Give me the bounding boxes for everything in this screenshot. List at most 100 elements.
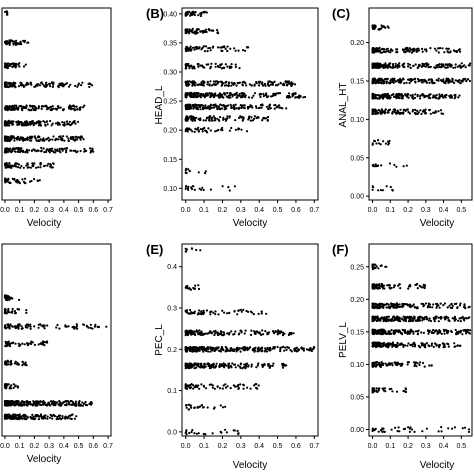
data-point-c	[437, 77, 440, 80]
data-point-b	[245, 130, 249, 133]
data-point-b	[189, 12, 192, 15]
data-point-a	[67, 85, 71, 88]
data-point-d	[41, 341, 44, 344]
data-point-d	[36, 414, 39, 417]
data-point-d	[18, 413, 21, 416]
data-point-a	[30, 120, 34, 123]
data-point-c	[451, 78, 454, 81]
data-point-b	[186, 81, 189, 85]
data-point-a	[30, 83, 33, 86]
data-point-e	[232, 384, 235, 387]
data-point-c	[428, 109, 431, 112]
data-point-b	[294, 96, 297, 99]
data-point-e	[200, 310, 203, 313]
data-point-a	[29, 123, 32, 126]
data-point-c	[374, 163, 377, 166]
x-tick-label-f: 0.4	[439, 443, 449, 450]
data-point-c	[419, 94, 422, 98]
data-point-e	[213, 349, 217, 352]
data-point-f	[386, 332, 390, 335]
data-point-a	[63, 121, 66, 124]
data-point-a	[50, 149, 53, 152]
data-point-f	[379, 319, 382, 322]
data-point-d	[49, 404, 52, 407]
data-point-d	[58, 404, 61, 407]
data-point-e	[192, 384, 195, 387]
data-point-a	[68, 105, 71, 108]
data-point-b	[265, 105, 268, 108]
data-point-b	[190, 115, 193, 118]
data-point-c	[378, 142, 381, 145]
data-point-c	[447, 47, 450, 50]
data-point-f	[433, 320, 436, 323]
y-axis-f: 0.000.050.100.150.200.25	[350, 264, 369, 434]
data-point-b	[203, 172, 207, 175]
data-point-b	[185, 96, 188, 99]
data-point-a	[22, 106, 25, 109]
data-point-a	[39, 162, 43, 165]
data-point-c	[468, 79, 471, 83]
data-point-b	[208, 84, 211, 87]
data-point-b	[258, 93, 261, 96]
data-point-c	[432, 94, 435, 97]
data-point-b	[212, 104, 215, 107]
x-tick-label-a: 0.7	[103, 207, 113, 214]
data-point-b	[241, 81, 244, 84]
data-point-a	[7, 181, 10, 184]
data-point-a	[4, 85, 7, 89]
x-tick-label-a: 0.4	[59, 207, 69, 214]
data-point-e	[252, 313, 255, 316]
data-point-d	[89, 323, 92, 326]
data-point-d	[3, 309, 7, 312]
points-a	[3, 10, 95, 185]
data-point-f	[382, 332, 385, 335]
data-point-b	[279, 81, 282, 84]
data-point-e	[242, 308, 245, 311]
data-point-f	[398, 318, 401, 321]
data-point-b	[209, 103, 212, 106]
data-point-e	[222, 334, 225, 337]
data-point-d	[21, 360, 24, 363]
data-point-f	[387, 284, 391, 287]
data-point-c	[391, 63, 395, 66]
data-point-f	[389, 287, 392, 290]
data-point-b	[273, 80, 276, 83]
data-point-c	[407, 65, 410, 68]
data-point-e	[239, 350, 242, 353]
data-point-d	[64, 400, 68, 403]
data-point-e	[257, 384, 260, 387]
data-point-c	[400, 79, 403, 82]
data-point-f	[413, 306, 416, 309]
data-point-d	[7, 323, 10, 326]
data-point-c	[464, 66, 467, 69]
data-point-d	[81, 404, 84, 407]
data-point-f	[408, 317, 411, 320]
data-point-b	[184, 169, 187, 172]
data-point-b	[290, 81, 293, 84]
data-point-b	[225, 119, 228, 122]
data-point-d	[17, 323, 20, 326]
data-point-c	[388, 65, 391, 68]
data-point-b	[221, 129, 224, 132]
data-point-c	[371, 80, 374, 84]
data-point-e	[224, 386, 228, 389]
data-point-e	[204, 349, 208, 352]
data-point-c	[372, 46, 375, 50]
data-point-e	[207, 364, 210, 368]
data-point-f	[374, 284, 377, 287]
data-point-d	[59, 402, 62, 405]
data-point-a	[17, 120, 20, 123]
data-point-f	[377, 303, 380, 307]
data-point-a	[20, 82, 23, 85]
y-axis-e: 0.00.10.20.30.4	[167, 264, 182, 436]
data-point-a	[89, 151, 92, 154]
data-point-c	[395, 165, 398, 168]
data-point-d	[37, 401, 41, 404]
data-point-b	[260, 106, 263, 109]
data-point-a	[47, 136, 50, 139]
data-point-b	[194, 104, 197, 107]
data-point-e	[212, 330, 215, 333]
data-point-a	[54, 122, 58, 125]
data-point-a	[33, 135, 36, 138]
data-point-b	[217, 80, 220, 84]
